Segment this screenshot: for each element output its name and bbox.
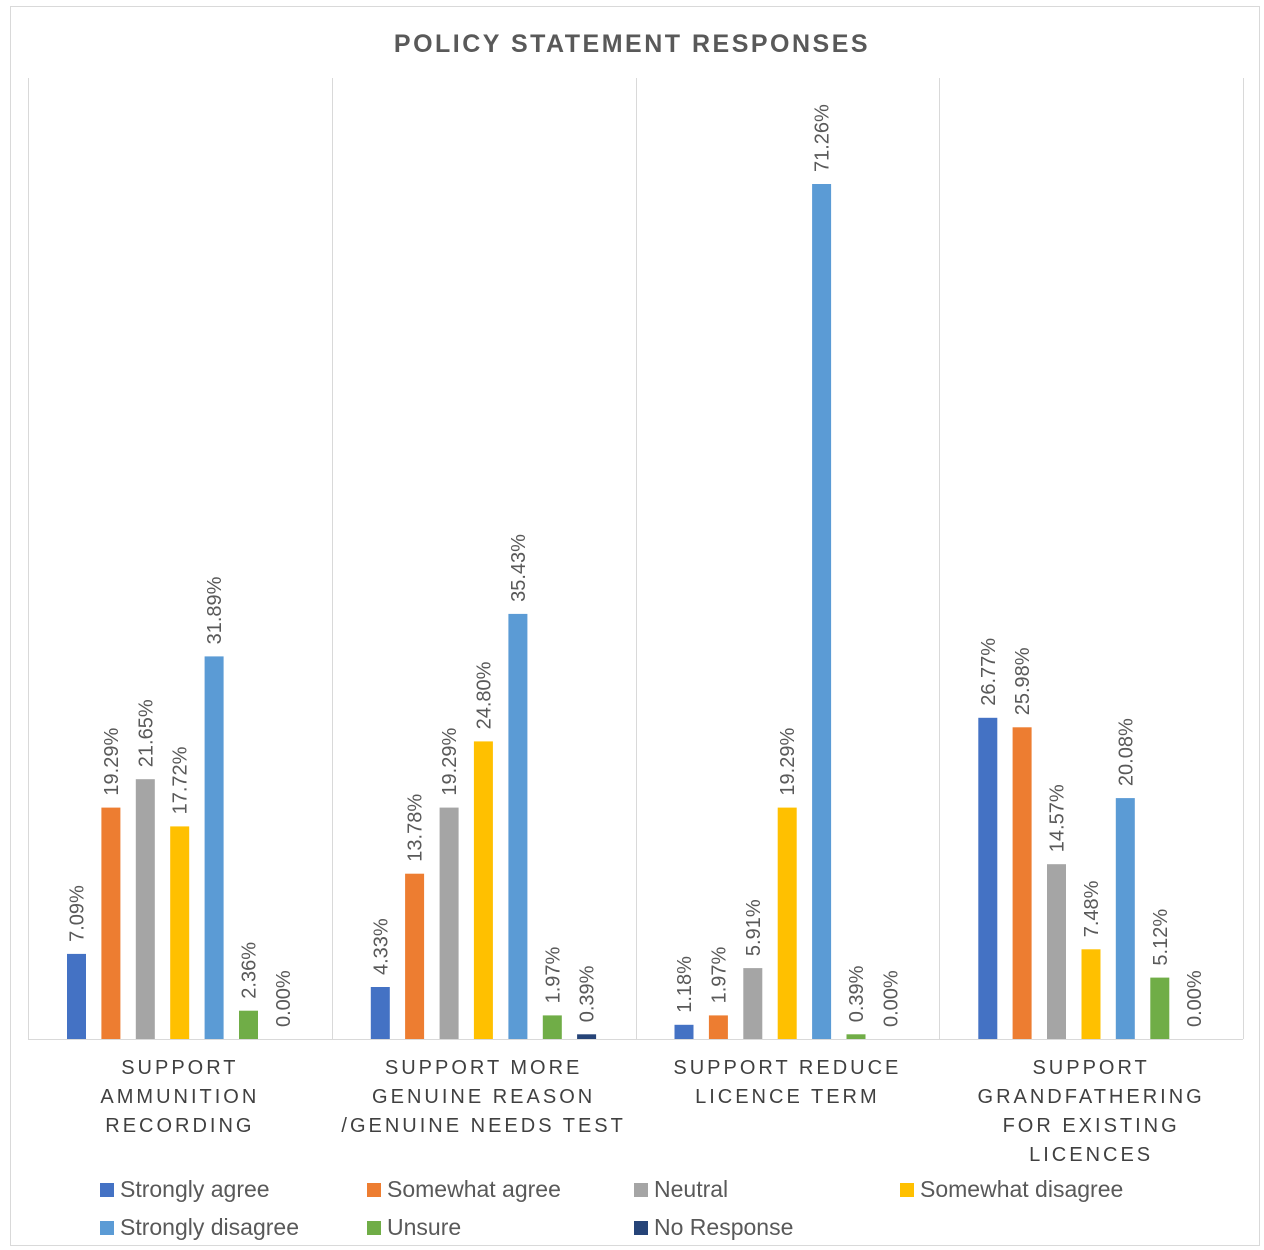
legend-swatch [634, 1182, 648, 1197]
data-label: 25.98% [1012, 647, 1034, 715]
category-label-line: LICENCES [1029, 1144, 1154, 1166]
category-label-line: FOR EXISTING [1002, 1115, 1180, 1137]
data-label: 24.80% [473, 661, 495, 729]
bar [204, 656, 224, 1039]
legend-item: Strongly agree [100, 1176, 270, 1203]
data-label: 1.18% [674, 956, 696, 1013]
bar [135, 779, 155, 1039]
category-label: SUPPORT REDUCE LICENCE TERM [627, 1054, 947, 1112]
bar [812, 184, 832, 1039]
bar [170, 826, 190, 1039]
data-label: 4.33% [370, 918, 392, 975]
category-label-line: GRANDFATHERING [977, 1086, 1205, 1108]
data-label: 5.91% [743, 899, 765, 956]
data-label: 26.77% [978, 638, 1000, 706]
legend-label: Strongly disagree [120, 1214, 299, 1240]
data-label: 0.00% [880, 970, 902, 1027]
data-label: 0.39% [846, 965, 868, 1022]
data-label: 19.29% [101, 728, 123, 796]
data-label: 20.08% [1115, 718, 1137, 786]
data-label: 19.29% [777, 728, 799, 796]
bar [777, 807, 797, 1039]
data-label: 0.00% [1184, 970, 1206, 1027]
data-label: 21.65% [135, 699, 157, 767]
data-label: 7.09% [67, 885, 89, 942]
category-label-line: SUPPORT MORE [384, 1057, 583, 1079]
bar [978, 717, 998, 1039]
bar [439, 807, 459, 1039]
data-label: 31.89% [204, 576, 226, 644]
category-label-line: LICENCE TERM [695, 1086, 880, 1108]
data-label: 13.78% [405, 794, 427, 862]
bar [846, 1034, 866, 1039]
legend-swatch [100, 1182, 114, 1197]
legend-swatch [900, 1182, 914, 1197]
bar [674, 1024, 694, 1039]
data-label: 71.26% [812, 104, 834, 172]
legend-item: Somewhat disagree [900, 1176, 1123, 1203]
bar [1047, 864, 1066, 1039]
bar [370, 987, 390, 1039]
bar [1150, 977, 1170, 1039]
legend-label: Unsure [387, 1214, 462, 1240]
legend-item: Unsure [367, 1214, 461, 1241]
bar [101, 807, 121, 1039]
data-label: 17.72% [170, 746, 192, 814]
bar [1081, 949, 1101, 1039]
category-label-line: SUPPORT [1032, 1057, 1150, 1079]
legend-swatch [100, 1220, 114, 1235]
data-label: 0.00% [273, 970, 295, 1027]
category-label-line: GENUINE REASON [372, 1086, 596, 1108]
data-label: 1.97% [708, 946, 730, 1003]
legend-swatch [634, 1220, 648, 1235]
data-label: 5.12% [1150, 909, 1172, 966]
legend-item: Strongly disagree [100, 1214, 299, 1241]
legend-label: Somewhat agree [387, 1176, 561, 1202]
chart-title: POLICY STATEMENT RESPONSES [393, 30, 871, 58]
category-label: SUPPORT GRANDFATHERING FOR EXISTING LICENCE… [931, 1054, 1251, 1170]
data-label: 19.29% [439, 728, 461, 796]
bar [743, 968, 763, 1039]
category-label: SUPPORT MORE GENUINE REASON/GENUINE NEEDS… [324, 1054, 644, 1141]
bar [1012, 727, 1032, 1039]
category-label: SUPPORT AMMUNITION RECORDING [20, 1054, 340, 1141]
category-label-line: SUPPORT [121, 1057, 239, 1079]
data-label: 2.36% [239, 942, 261, 999]
legend-label: Neutral [654, 1176, 729, 1202]
bar [577, 1034, 597, 1039]
data-label: 14.57% [1047, 784, 1069, 852]
data-label: 0.39% [577, 965, 599, 1022]
category-label-line: /GENUINE NEEDS TEST [341, 1115, 626, 1137]
legend-item: No Response [634, 1214, 793, 1241]
legend-item: Somewhat agree [367, 1176, 561, 1203]
category-label-line: SUPPORT REDUCE [673, 1057, 902, 1079]
legend-item: Neutral [634, 1176, 728, 1203]
legend-swatch [367, 1220, 381, 1235]
legend-swatch [367, 1182, 381, 1197]
bar [405, 873, 425, 1039]
bar [67, 953, 86, 1039]
legend-label: Somewhat disagree [920, 1176, 1124, 1202]
chart-frame [10, 6, 1260, 1246]
bar [1115, 798, 1135, 1039]
category-label-line: AMMUNITION [100, 1086, 260, 1108]
bar [508, 613, 528, 1039]
bar [239, 1010, 258, 1039]
data-label: 1.97% [542, 946, 564, 1003]
data-label: 7.48% [1081, 880, 1103, 937]
bar [473, 741, 493, 1039]
data-label: 35.43% [508, 534, 530, 602]
category-label-line: RECORDING [105, 1115, 255, 1137]
legend-label: No Response [654, 1214, 794, 1240]
bar [708, 1015, 728, 1039]
bar [542, 1015, 562, 1039]
legend-label: Strongly agree [120, 1176, 270, 1202]
